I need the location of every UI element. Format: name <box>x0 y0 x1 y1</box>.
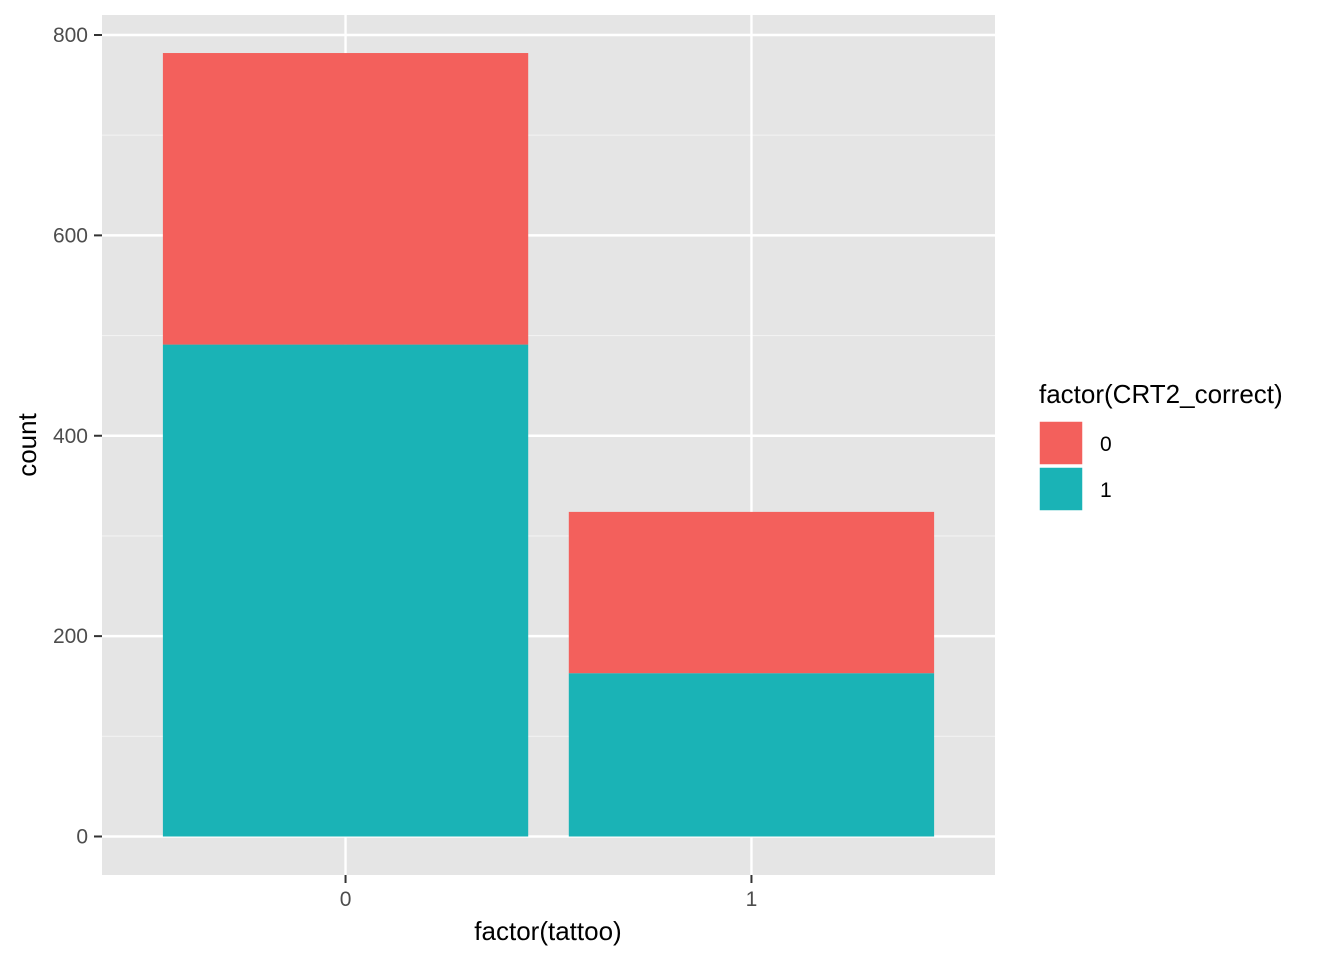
y-tick-label: 800 <box>53 24 88 47</box>
y-tick-label: 600 <box>53 224 88 247</box>
x-tick-label: 0 <box>340 888 352 911</box>
legend-title: factor(CRT2_correct) <box>1039 379 1283 409</box>
bar-segment-1-series-1 <box>568 673 935 837</box>
legend-label-0: 0 <box>1100 433 1112 456</box>
y-axis-title: count <box>12 412 42 476</box>
bar-segment-0-series-1 <box>162 344 529 837</box>
y-axis: 0 200 400 600 800 <box>53 24 102 849</box>
legend-label-1: 1 <box>1100 479 1112 502</box>
bar-segment-1-series-0 <box>568 511 935 674</box>
y-tick-label: 0 <box>76 826 88 849</box>
legend-key-1 <box>1038 466 1084 512</box>
x-axis-title: factor(tattoo) <box>474 916 621 946</box>
y-tick-label: 400 <box>53 425 88 448</box>
x-tick-label: 1 <box>746 888 758 911</box>
bars-group <box>162 53 935 837</box>
bar-segment-0-series-0 <box>162 53 529 345</box>
legend: factor(CRT2_correct) 0 1 <box>1038 379 1283 512</box>
legend-key-0 <box>1038 420 1084 466</box>
y-tick-label: 200 <box>53 625 88 648</box>
